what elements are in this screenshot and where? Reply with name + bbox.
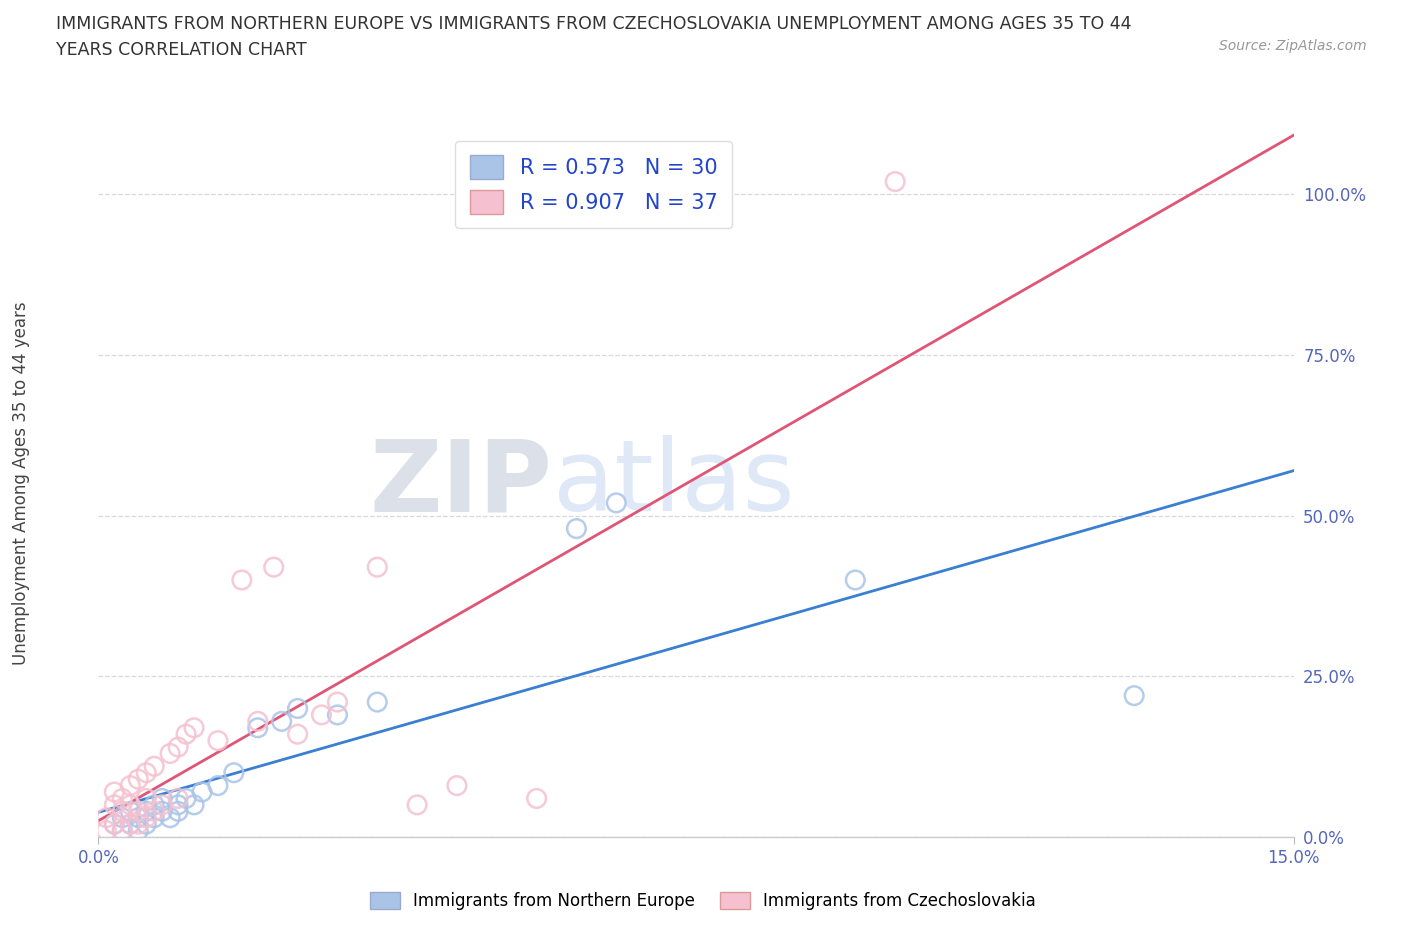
Point [565, 521, 588, 536]
Point [111, 823, 134, 838]
Point [103, 817, 125, 831]
Point [222, 765, 245, 780]
Point [183, 797, 205, 812]
Legend: R = 0.573   N = 30, R = 0.907   N = 37: R = 0.573 N = 30, R = 0.907 N = 37 [456, 140, 733, 229]
Point [143, 804, 166, 818]
Point [446, 778, 468, 793]
Point [1123, 688, 1146, 703]
Point [135, 765, 157, 780]
Point [167, 791, 190, 806]
Point [366, 560, 388, 575]
Point [287, 701, 309, 716]
Point [135, 817, 157, 831]
Point [207, 778, 229, 793]
Point [246, 714, 269, 729]
Point [96, 810, 118, 825]
Point [191, 785, 214, 800]
Text: atlas: atlas [553, 435, 794, 532]
Text: IMMIGRANTS FROM NORTHERN EUROPE VS IMMIGRANTS FROM CZECHOSLOVAKIA UNEMPLOYMENT A: IMMIGRANTS FROM NORTHERN EUROPE VS IMMIG… [56, 15, 1132, 33]
Point [135, 804, 157, 818]
Point [263, 560, 285, 575]
Point [120, 817, 142, 831]
Point [526, 791, 548, 806]
Point [127, 810, 149, 825]
Point [174, 791, 197, 806]
Point [143, 797, 166, 812]
Point [143, 810, 166, 825]
Point [174, 726, 197, 741]
Point [150, 797, 173, 812]
Point [103, 817, 125, 831]
Point [135, 791, 157, 806]
Point [111, 791, 134, 806]
Point [311, 708, 333, 723]
Point [159, 746, 181, 761]
Point [103, 785, 125, 800]
Point [96, 823, 118, 838]
Text: Unemployment Among Ages 35 to 44 years: Unemployment Among Ages 35 to 44 years [13, 302, 30, 665]
Point [207, 733, 229, 748]
Point [143, 759, 166, 774]
Point [111, 804, 134, 818]
Point [120, 797, 142, 812]
Point [246, 721, 269, 736]
Point [287, 726, 309, 741]
Point [127, 823, 149, 838]
Point [111, 810, 134, 825]
Point [326, 708, 349, 723]
Point [150, 791, 173, 806]
Point [127, 804, 149, 818]
Legend: Immigrants from Northern Europe, Immigrants from Czechoslovakia: Immigrants from Northern Europe, Immigra… [363, 885, 1043, 917]
Point [844, 573, 866, 588]
Point [884, 174, 907, 189]
Point [326, 695, 349, 710]
Point [120, 778, 142, 793]
Point [406, 797, 429, 812]
Point [167, 797, 190, 812]
Point [120, 817, 142, 831]
Point [366, 695, 388, 710]
Point [135, 810, 157, 825]
Point [270, 714, 292, 729]
Point [127, 772, 149, 787]
Point [167, 739, 190, 754]
Point [127, 817, 149, 831]
Point [231, 573, 253, 588]
Text: ZIP: ZIP [370, 435, 553, 532]
Point [605, 496, 627, 511]
Point [183, 721, 205, 736]
Point [103, 797, 125, 812]
Point [150, 804, 173, 818]
Text: YEARS CORRELATION CHART: YEARS CORRELATION CHART [56, 41, 307, 59]
Point [111, 823, 134, 838]
Text: Source: ZipAtlas.com: Source: ZipAtlas.com [1219, 39, 1367, 53]
Point [167, 804, 190, 818]
Point [120, 804, 142, 818]
Point [159, 810, 181, 825]
